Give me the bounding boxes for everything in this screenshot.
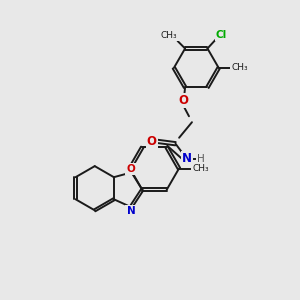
Text: CH₃: CH₃ — [161, 31, 178, 40]
Text: O: O — [178, 94, 189, 107]
Text: O: O — [147, 135, 157, 148]
Text: N: N — [182, 152, 192, 165]
Text: Cl: Cl — [216, 30, 227, 40]
Text: H: H — [197, 154, 205, 164]
Text: CH₃: CH₃ — [231, 63, 248, 72]
Text: N: N — [127, 206, 135, 216]
Text: O: O — [127, 164, 135, 174]
Text: CH₃: CH₃ — [192, 164, 209, 173]
